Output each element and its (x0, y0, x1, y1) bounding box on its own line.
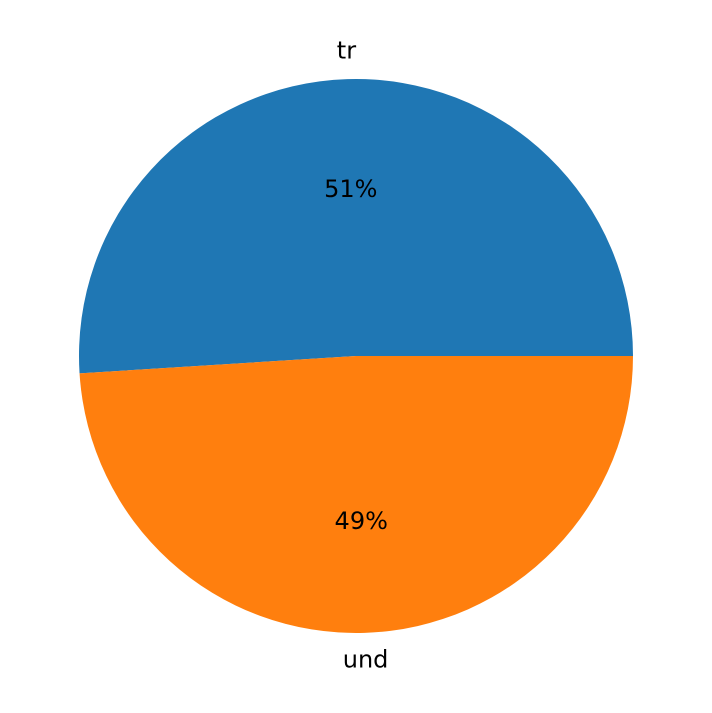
slice-label: tr (337, 36, 356, 64)
pie-slice (78, 78, 634, 374)
value-label: 51% (324, 175, 377, 203)
value-label: 49% (335, 507, 388, 535)
slice-label: und (343, 646, 389, 674)
pie-slice (79, 356, 634, 633)
